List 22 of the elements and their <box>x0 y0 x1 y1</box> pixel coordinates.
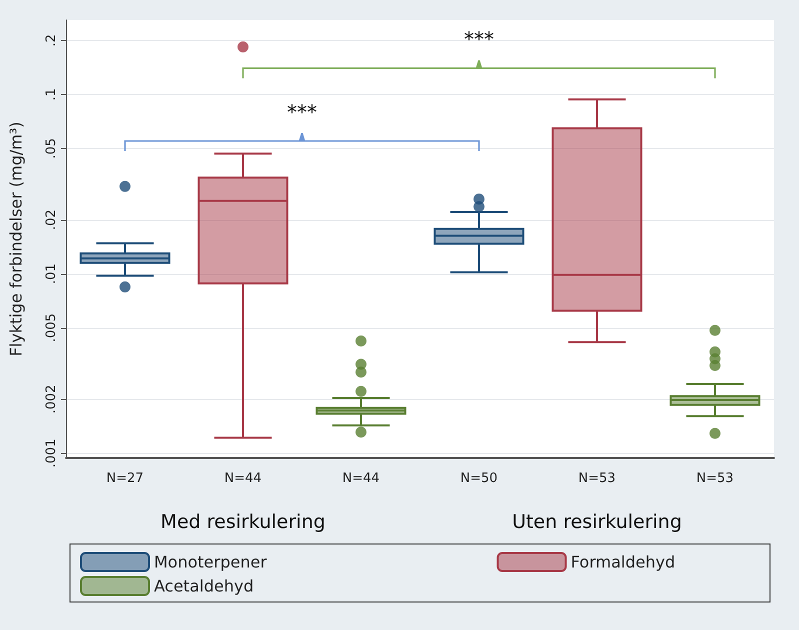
text: Uten resirkulering <box>512 511 682 533</box>
legend-label: Acetaldehyd <box>154 576 254 596</box>
y-tick-label: .001 <box>44 438 59 468</box>
legend-label: Monoterpener <box>154 552 268 572</box>
y-tick-label: .01 <box>44 263 59 284</box>
y-axis-title: Flyktige forbindelser (mg/m³) <box>6 122 26 356</box>
y-tick-label: .05 <box>44 138 59 159</box>
x-tick-label: N=44 <box>224 471 262 486</box>
annotation: *** <box>464 27 494 52</box>
x-tick-label: N=53 <box>578 471 616 486</box>
x-tick-label: N=44 <box>342 471 380 486</box>
y-tick-label: .005 <box>44 313 59 342</box>
y-tick-label: .02 <box>44 209 59 230</box>
x-tick-label: N=53 <box>696 471 734 486</box>
annotation: *** <box>287 100 317 124</box>
y-tick-label: .1 <box>44 88 59 101</box>
legend-label: Formaldehyd <box>570 552 676 572</box>
text: Med resirkulering <box>160 511 326 533</box>
x-tick-label: N=27 <box>106 471 144 486</box>
y-tick-label: .002 <box>44 384 59 414</box>
y-tick-label: .2 <box>44 34 59 47</box>
x-tick-label: N=50 <box>460 471 498 486</box>
